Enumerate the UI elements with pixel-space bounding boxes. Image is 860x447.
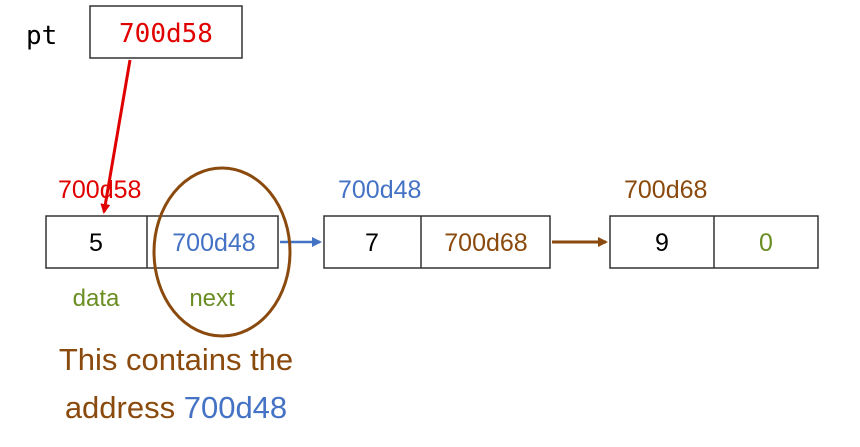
node-2-next: 700d68 [444, 229, 527, 257]
pointer-arrow [100, 59, 132, 214]
pointer-box [89, 5, 243, 59]
node-1-address: 700d58 [58, 176, 141, 204]
caption-address: 700d48 [184, 390, 287, 425]
node-2-data: 7 [365, 229, 379, 257]
highlight-ellipse [152, 166, 292, 338]
pointer-label: pt [26, 21, 57, 51]
data-field-label: data [73, 285, 120, 312]
node-1-box [45, 215, 279, 269]
node-3-next: 0 [759, 229, 773, 257]
caption-line-2-prefix: address [65, 390, 184, 425]
node-1: 5 700d48 [45, 215, 279, 269]
caption-line-1: This contains the [59, 342, 293, 377]
pointer-value: 700d58 [119, 19, 213, 49]
node-3: 9 0 [609, 215, 819, 269]
node-1-data: 5 [89, 229, 103, 257]
node-2-address: 700d48 [338, 176, 421, 204]
node-3-address: 700d68 [624, 176, 707, 204]
caption-line-2: address 700d48 [65, 390, 287, 425]
node-3-data: 9 [655, 229, 669, 257]
node-2: 7 700d68 [323, 215, 551, 269]
next-field-label: next [189, 285, 235, 312]
node-1-next: 700d48 [172, 229, 255, 257]
node-2-box [323, 215, 551, 269]
